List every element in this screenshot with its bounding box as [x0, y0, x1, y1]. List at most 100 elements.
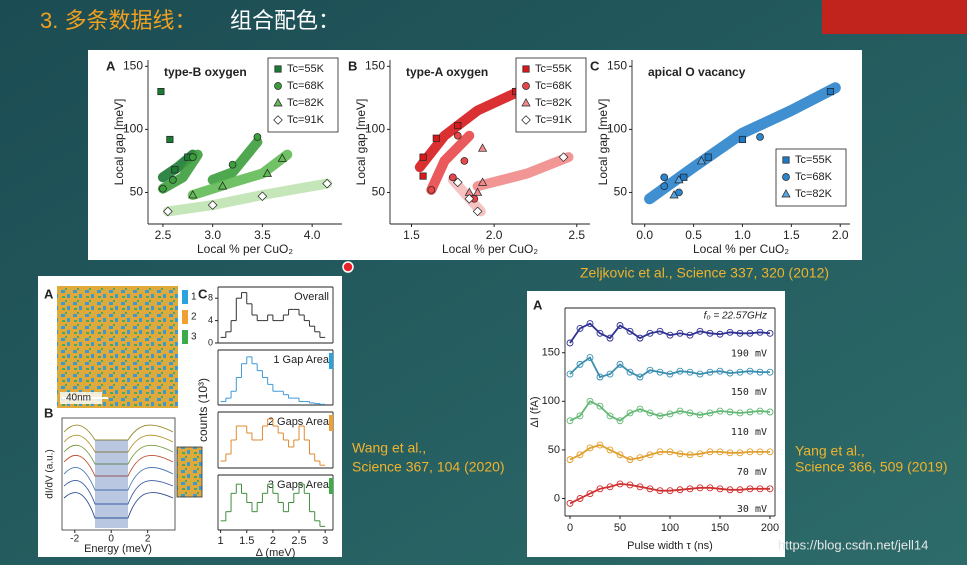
- data-point: [716, 367, 724, 375]
- marker-diamond: [207, 200, 218, 210]
- data-point: [766, 368, 774, 376]
- data-point: [746, 367, 754, 375]
- x-tick-label: 3.0: [204, 228, 221, 242]
- y-tick-label: 0: [208, 337, 213, 347]
- marker-square: [171, 166, 179, 174]
- area-swatch: [182, 330, 188, 344]
- series-label: 30 mV: [737, 504, 767, 515]
- y-tick-label: 8: [208, 293, 213, 303]
- data-point: [596, 485, 604, 493]
- data-point: [626, 481, 634, 489]
- pointer-dot: [342, 261, 354, 273]
- x-axis-label: Pulse width τ (ns): [627, 540, 713, 552]
- marker-triangle: [277, 153, 287, 162]
- data-point: [596, 441, 604, 449]
- data-point: [626, 409, 634, 417]
- data-point: [576, 495, 584, 502]
- marker-circle: [756, 133, 764, 141]
- marker-square: [157, 87, 165, 96]
- marker-triangle: [781, 189, 791, 198]
- y-tick-label: 150: [607, 58, 627, 72]
- marker-circle: [660, 173, 669, 182]
- marker-square: [738, 135, 747, 144]
- x-tick-label: 1.5: [239, 535, 254, 547]
- data-point: [656, 448, 664, 456]
- data-point: [706, 368, 714, 376]
- marker-diamond: [322, 178, 332, 189]
- data-point: [656, 487, 664, 495]
- data-point: [606, 412, 614, 420]
- x-axis-label: Δ (meV): [256, 547, 296, 559]
- area-accent: [329, 478, 333, 494]
- data-point: [606, 483, 614, 491]
- chart-title: apical O vacancy: [648, 65, 746, 79]
- data-point: [676, 367, 684, 375]
- y-axis-label: counts (10³): [196, 378, 210, 442]
- marker-square: [782, 156, 790, 164]
- fit-band: [157, 137, 263, 194]
- data-point: [766, 329, 774, 337]
- data-point: [746, 408, 754, 416]
- data-point: [756, 368, 764, 376]
- marker-circle: [159, 184, 167, 193]
- hist-title: Overall: [294, 291, 329, 303]
- marker-circle: [522, 82, 530, 90]
- data-point: [746, 485, 754, 493]
- data-point: [636, 373, 644, 381]
- y-tick-label: 150: [123, 58, 143, 72]
- figure-panel: [88, 50, 862, 260]
- y-tick-label: 100: [542, 395, 560, 407]
- marker-diamond: [273, 115, 283, 125]
- data-point: [576, 324, 584, 332]
- marker-square: [419, 153, 427, 161]
- x-axis-label: Local % per CuO₂: [442, 242, 538, 256]
- legend-label: Tc=55K: [287, 63, 325, 75]
- inset-map: [176, 446, 203, 498]
- marker-circle: [675, 188, 683, 197]
- y-tick-label: 50: [614, 185, 628, 199]
- x-tick-label: -2: [70, 534, 79, 545]
- data-point: [616, 451, 624, 459]
- data-point: [726, 408, 734, 416]
- data-point: [606, 370, 614, 378]
- data-point: [576, 451, 584, 459]
- data-point: [766, 448, 774, 456]
- x-axis-label: Energy (meV): [84, 543, 152, 555]
- marker-triangle: [477, 143, 488, 152]
- y-tick-label: 0: [554, 492, 560, 504]
- panel-label: C: [590, 58, 600, 73]
- data-point: [586, 490, 594, 498]
- fit-band: [162, 178, 333, 217]
- data-point: [676, 407, 684, 415]
- data-point: [666, 487, 674, 495]
- data-point: [736, 368, 744, 376]
- marker-square: [704, 153, 712, 161]
- data-point: [606, 334, 614, 342]
- panel-label: A: [533, 297, 543, 312]
- data-point: [736, 486, 744, 494]
- legend-label: Tc=91K: [535, 114, 573, 126]
- data-point: [586, 397, 594, 405]
- data-point: [706, 448, 714, 456]
- panel-label: B: [44, 405, 53, 420]
- stm-map: [57, 286, 178, 408]
- citation: Science 366, 509 (2019): [795, 459, 948, 475]
- x-tick-label: 0: [108, 534, 114, 545]
- marker-circle: [448, 173, 457, 182]
- marker-circle: [188, 153, 197, 161]
- annotation: f₀ = 22.57GHz: [704, 311, 767, 322]
- data-point: [746, 329, 754, 337]
- data-point: [766, 408, 774, 416]
- data-point: [686, 409, 694, 417]
- y-tick-label: 50: [130, 185, 144, 199]
- x-tick-label: 1.0: [734, 228, 751, 242]
- data-point: [736, 329, 744, 337]
- slide-title-prefix: 3. 多条数据线：: [40, 8, 196, 33]
- y-axis-label: dI/dV (a.u.): [45, 449, 56, 498]
- data-point: [606, 446, 614, 454]
- marker-circle: [169, 175, 177, 184]
- corner-block: [822, 0, 967, 34]
- data-point: [706, 484, 714, 492]
- hist-title: 1 Gap Area: [273, 354, 330, 366]
